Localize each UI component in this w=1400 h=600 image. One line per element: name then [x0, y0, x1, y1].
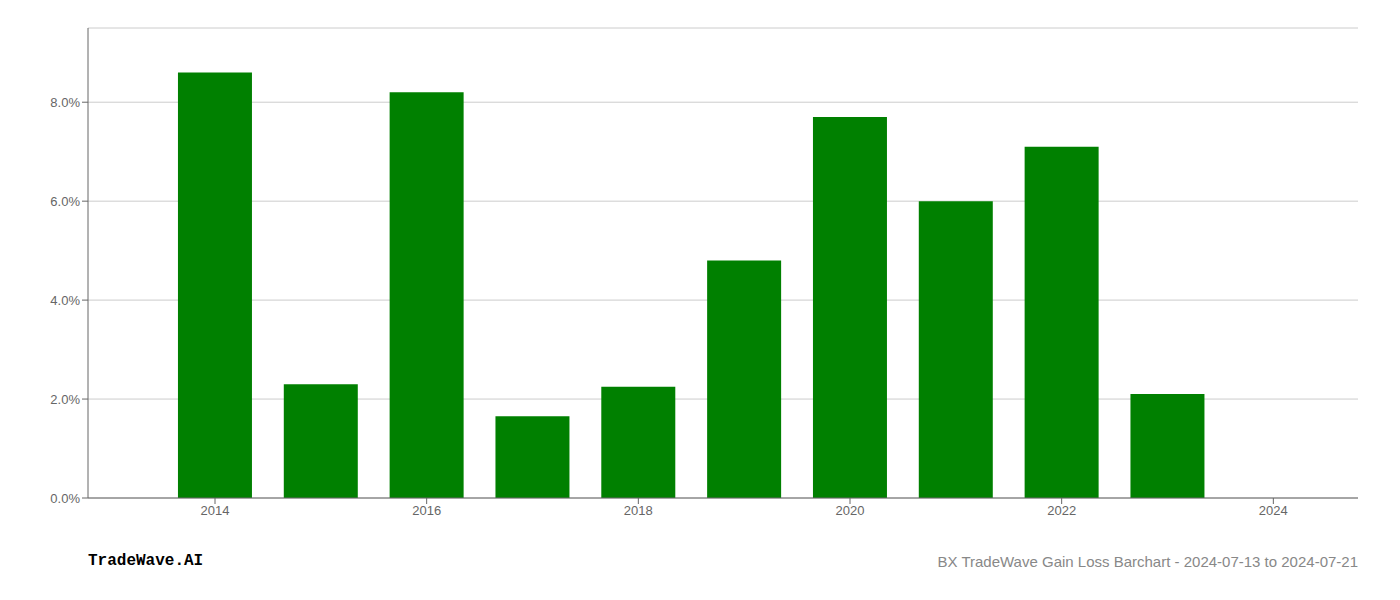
svg-text:4.0%: 4.0% [50, 293, 80, 308]
svg-text:2020: 2020 [836, 503, 865, 518]
svg-text:2016: 2016 [412, 503, 441, 518]
svg-text:2018: 2018 [624, 503, 653, 518]
html-text:BX TradeWave Gain Loss Barchar: BX TradeWave Gain Loss Barchart - 2024-0… [937, 553, 1358, 570]
svg-text:2014: 2014 [201, 503, 230, 518]
svg-text:2024: 2024 [1259, 503, 1288, 518]
svg-text:2.0%: 2.0% [50, 392, 80, 407]
svg-text:6.0%: 6.0% [50, 194, 80, 209]
html-text:TradeWave.AI: TradeWave.AI [88, 552, 204, 570]
svg-text:2022: 2022 [1047, 503, 1076, 518]
svg-text:8.0%: 8.0% [50, 95, 80, 110]
svg-text:0.0%: 0.0% [50, 491, 80, 506]
